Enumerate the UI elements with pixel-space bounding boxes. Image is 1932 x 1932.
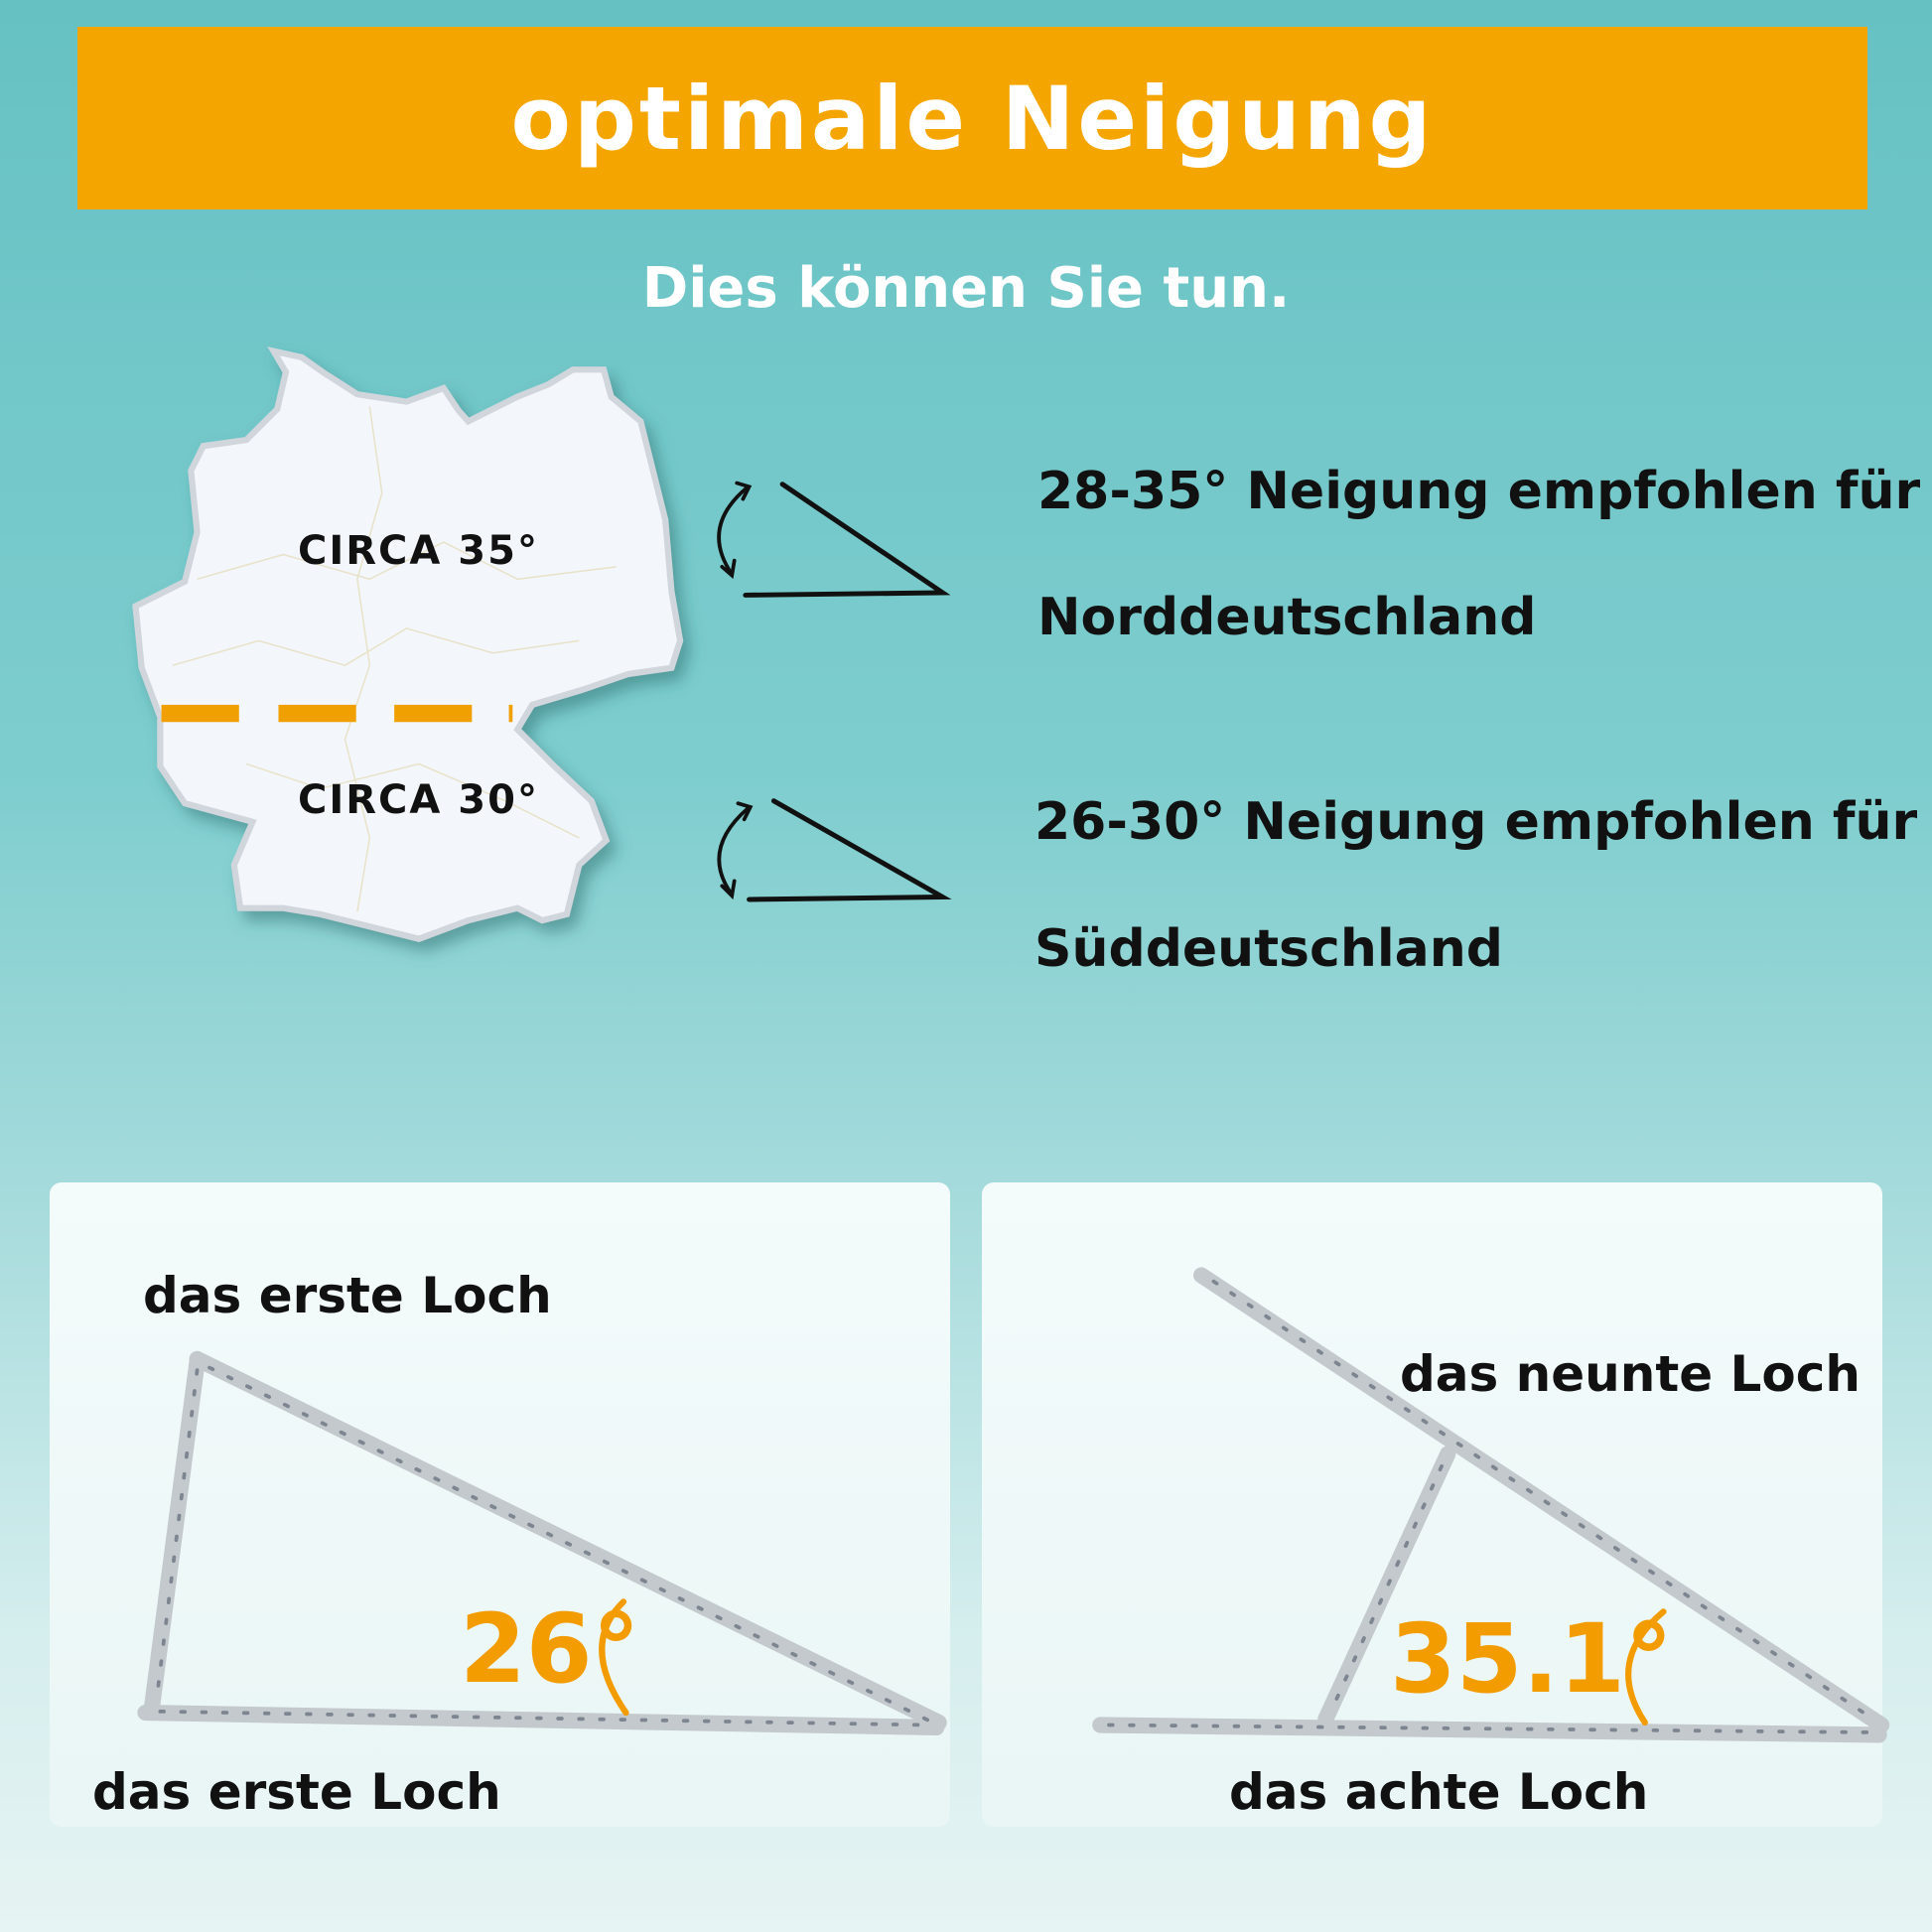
bracket-35-degrees (1092, 1267, 1890, 1743)
angle-arrow-icon (1625, 1608, 1667, 1726)
map-label-north: CIRCA 35° (298, 528, 539, 574)
tilt-diagram-north (717, 481, 951, 598)
angle-arrow-icon (599, 1598, 629, 1717)
title-banner: optimale Neigung (77, 27, 1867, 209)
subtitle: Dies können Sie tun. (641, 256, 1291, 321)
panel1-angle: 26° (460, 1593, 640, 1705)
recommendation-south-line1: 26-30° Neigung empfohlen für (1035, 792, 1918, 852)
recommendation-south-line2: Süddeutschland (1035, 919, 1504, 979)
tilt-diagram-south (717, 798, 952, 902)
panel2-top-label: das neunte Loch (1399, 1345, 1861, 1403)
germany-map (132, 346, 684, 942)
recommendation-north-line1: 28-35° Neigung empfohlen für (1037, 462, 1921, 521)
panel1-bottom-label: das erste Loch (92, 1763, 501, 1821)
map-borders (172, 406, 617, 912)
bracket-26-degrees (137, 1350, 947, 1736)
panel1-top-label: das erste Loch (143, 1267, 552, 1324)
page-title: optimale Neigung (510, 67, 1435, 170)
recommendation-north-line2: Norddeutschland (1037, 588, 1537, 647)
panel2-bottom-label: das achte Loch (1229, 1763, 1649, 1821)
map-label-south: CIRCA 30° (298, 777, 539, 823)
region-divider-dashes (161, 704, 513, 723)
panel2-angle: 35.1° (1390, 1603, 1673, 1715)
